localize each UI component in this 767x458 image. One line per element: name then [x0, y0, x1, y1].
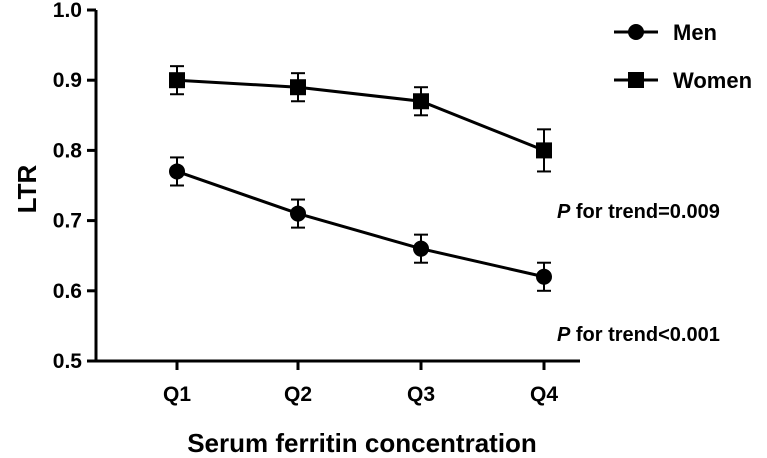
data-point-men	[290, 205, 306, 222]
y-tick-label: 0.7	[53, 210, 82, 233]
data-point-women	[290, 79, 306, 96]
trend-annotation-men: P for trend<0.001	[557, 324, 720, 346]
axes	[94, 10, 580, 363]
x-tick-label: Q4	[530, 383, 558, 406]
data-point-women	[536, 142, 552, 159]
y-tick-label: 0.8	[53, 139, 83, 162]
data-point-men	[536, 268, 552, 285]
trend-annotation-women: P for trend=0.009	[557, 201, 720, 223]
y-tick-label: 0.5	[53, 350, 83, 373]
x-tick-label: Q3	[407, 383, 435, 406]
x-axis-label: Serum ferritin concentration	[187, 428, 537, 458]
y-tick-label: 1.0	[53, 0, 82, 22]
legend-marker-women	[628, 72, 644, 88]
trend-annotation-women-text: for trend=0.009	[570, 201, 720, 223]
data-point-men	[413, 240, 429, 257]
data-point-women	[413, 93, 429, 110]
x-tick-label: Q2	[284, 383, 312, 406]
series-line-men	[176, 170, 545, 279]
series-men	[169, 156, 552, 292]
series-line-women	[176, 78, 545, 152]
y-axis-label: LTR	[12, 164, 42, 213]
data-point-men	[169, 163, 185, 180]
series-women	[169, 65, 552, 173]
y-tick-label: 0.9	[53, 69, 82, 92]
trend-annotation-men-text: for trend<0.001	[570, 324, 720, 346]
y-tick-label: 0.6	[53, 280, 82, 303]
x-tick-label: Q1	[163, 383, 191, 406]
legend: Men Women	[614, 20, 752, 93]
trend-annotation-men-p: P	[557, 324, 571, 346]
series-layer	[169, 65, 552, 292]
y-ticks: 0.5 0.6 0.7 0.8 0.9 1.0	[53, 0, 96, 373]
legend-label-men: Men	[673, 20, 717, 45]
data-point-women	[169, 72, 185, 89]
legend-label-women: Women	[673, 68, 752, 93]
legend-marker-men	[628, 24, 644, 40]
x-ticks: Q1 Q2 Q3 Q4	[163, 361, 558, 406]
trend-annotation-women-p: P	[557, 201, 571, 223]
